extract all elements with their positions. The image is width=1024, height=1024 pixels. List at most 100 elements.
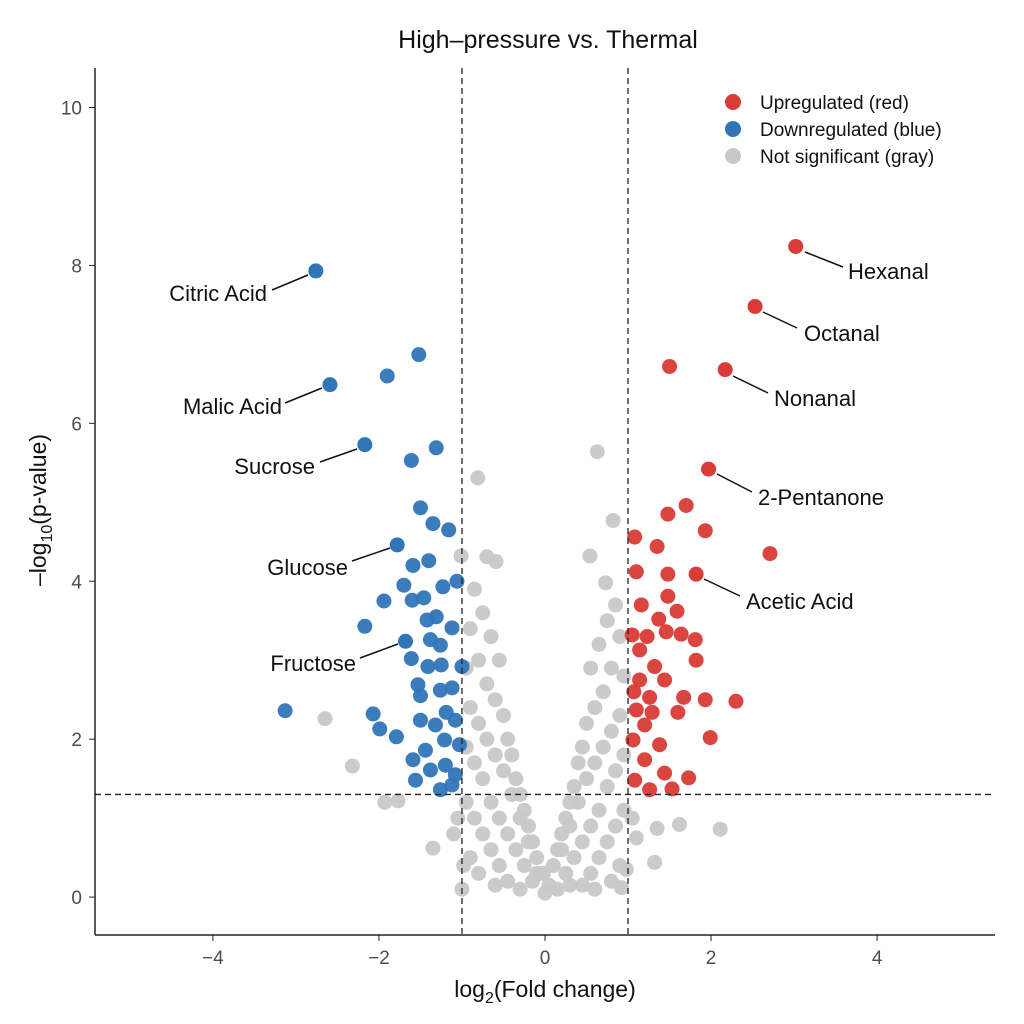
- data-point-not-significant: [712, 821, 728, 837]
- data-point-not-significant: [475, 605, 491, 621]
- data-point-downregulated: [454, 659, 470, 675]
- data-point-upregulated: [688, 652, 704, 668]
- data-point-not-significant: [458, 794, 474, 810]
- data-point-upregulated: [676, 689, 692, 705]
- data-point-upregulated: [687, 632, 703, 648]
- data-point-downregulated: [432, 782, 448, 798]
- data-point-downregulated: [403, 651, 419, 667]
- data-point-not-significant: [570, 794, 586, 810]
- data-point-upregulated: [627, 529, 643, 545]
- data-point-not-significant: [317, 711, 333, 727]
- data-point-not-significant: [562, 877, 578, 893]
- labeled-point: [357, 437, 373, 453]
- data-point-downregulated: [421, 553, 437, 569]
- data-point-not-significant: [516, 858, 532, 874]
- y-tick-label: 2: [71, 730, 82, 751]
- data-point-upregulated: [673, 626, 689, 642]
- data-point-not-significant: [446, 826, 462, 842]
- data-point-not-significant: [583, 818, 599, 834]
- data-point-upregulated: [660, 566, 676, 582]
- data-point-downregulated: [412, 500, 428, 516]
- data-point-not-significant: [579, 771, 595, 787]
- point-label: Glucose: [267, 555, 348, 580]
- data-point-not-significant: [487, 877, 503, 893]
- x-tick-label: 4: [872, 948, 883, 969]
- x-tick-label: 2: [706, 948, 717, 969]
- data-point-not-significant: [462, 621, 478, 637]
- data-point-downregulated: [437, 732, 453, 748]
- data-point-not-significant: [529, 850, 545, 866]
- data-point-not-significant: [487, 747, 503, 763]
- data-point-not-significant: [377, 794, 393, 810]
- data-point-upregulated: [702, 730, 718, 746]
- data-point-not-significant: [595, 739, 611, 755]
- data-point-not-significant: [491, 810, 507, 826]
- labeled-point: [322, 377, 338, 393]
- chart-title: High–pressure vs. Thermal: [398, 26, 698, 54]
- data-point-not-significant: [599, 834, 615, 850]
- data-point-not-significant: [574, 834, 590, 850]
- data-point-downregulated: [365, 706, 381, 722]
- x-tick-label: 0: [540, 948, 551, 969]
- callout-line: [732, 375, 769, 394]
- data-point-not-significant: [612, 707, 628, 723]
- data-point-not-significant: [512, 810, 528, 826]
- legend-label: Not significant (gray): [760, 147, 934, 168]
- legend-label: Downregulated (blue): [760, 120, 942, 141]
- data-point-not-significant: [574, 877, 590, 893]
- x-axis-label: log2(Fold change): [454, 976, 636, 1007]
- data-point-not-significant: [583, 865, 599, 881]
- y-tick-label: 0: [71, 888, 82, 909]
- callout-line: [351, 547, 391, 562]
- labeled-point: [747, 298, 763, 314]
- data-point-not-significant: [598, 575, 614, 591]
- data-point-not-significant: [504, 786, 520, 802]
- data-point-upregulated: [664, 781, 680, 797]
- data-point-downregulated: [376, 593, 392, 609]
- point-label: Hexanal: [848, 259, 929, 284]
- data-point-downregulated: [449, 573, 465, 589]
- data-point-upregulated: [642, 782, 658, 798]
- data-point-downregulated: [405, 752, 421, 768]
- data-point-not-significant: [483, 842, 499, 858]
- data-point-not-significant: [475, 826, 491, 842]
- y-tick-label: 10: [61, 98, 82, 119]
- data-point-not-significant: [562, 818, 578, 834]
- data-point-not-significant: [628, 830, 644, 846]
- data-point-not-significant: [545, 858, 561, 874]
- data-point-upregulated: [660, 588, 676, 604]
- data-point-downregulated: [444, 620, 460, 636]
- data-point-not-significant: [471, 652, 487, 668]
- data-point-downregulated: [435, 579, 451, 595]
- data-point-not-significant: [475, 771, 491, 787]
- point-label: Citric Acid: [169, 281, 267, 306]
- point-label: Malic Acid: [183, 394, 282, 419]
- data-point-not-significant: [608, 818, 624, 834]
- data-point-downregulated: [357, 618, 373, 634]
- data-point-not-significant: [512, 881, 528, 897]
- data-point-downregulated: [420, 659, 436, 675]
- data-point-upregulated: [651, 611, 667, 627]
- data-point-not-significant: [500, 873, 516, 889]
- data-point-downregulated: [433, 657, 449, 673]
- data-point-upregulated: [678, 497, 694, 513]
- data-point-downregulated: [405, 557, 421, 573]
- legend-marker: [725, 148, 741, 164]
- callout-line: [359, 643, 399, 659]
- data-point-not-significant: [613, 880, 629, 896]
- data-point-not-significant: [616, 668, 632, 684]
- y-axis-label: –log10(p-value): [25, 434, 56, 586]
- data-point-downregulated: [388, 729, 404, 745]
- data-point-not-significant: [599, 779, 615, 795]
- labeled-point: [398, 633, 414, 649]
- labeled-point: [701, 461, 717, 477]
- data-point-not-significant: [483, 629, 499, 645]
- x-tick-label: −2: [368, 948, 390, 969]
- data-point-not-significant: [583, 660, 599, 676]
- callout-line: [762, 311, 798, 329]
- legend-marker: [725, 94, 741, 110]
- data-point-not-significant: [554, 842, 570, 858]
- data-point-not-significant: [599, 613, 615, 629]
- callout-line: [804, 251, 844, 268]
